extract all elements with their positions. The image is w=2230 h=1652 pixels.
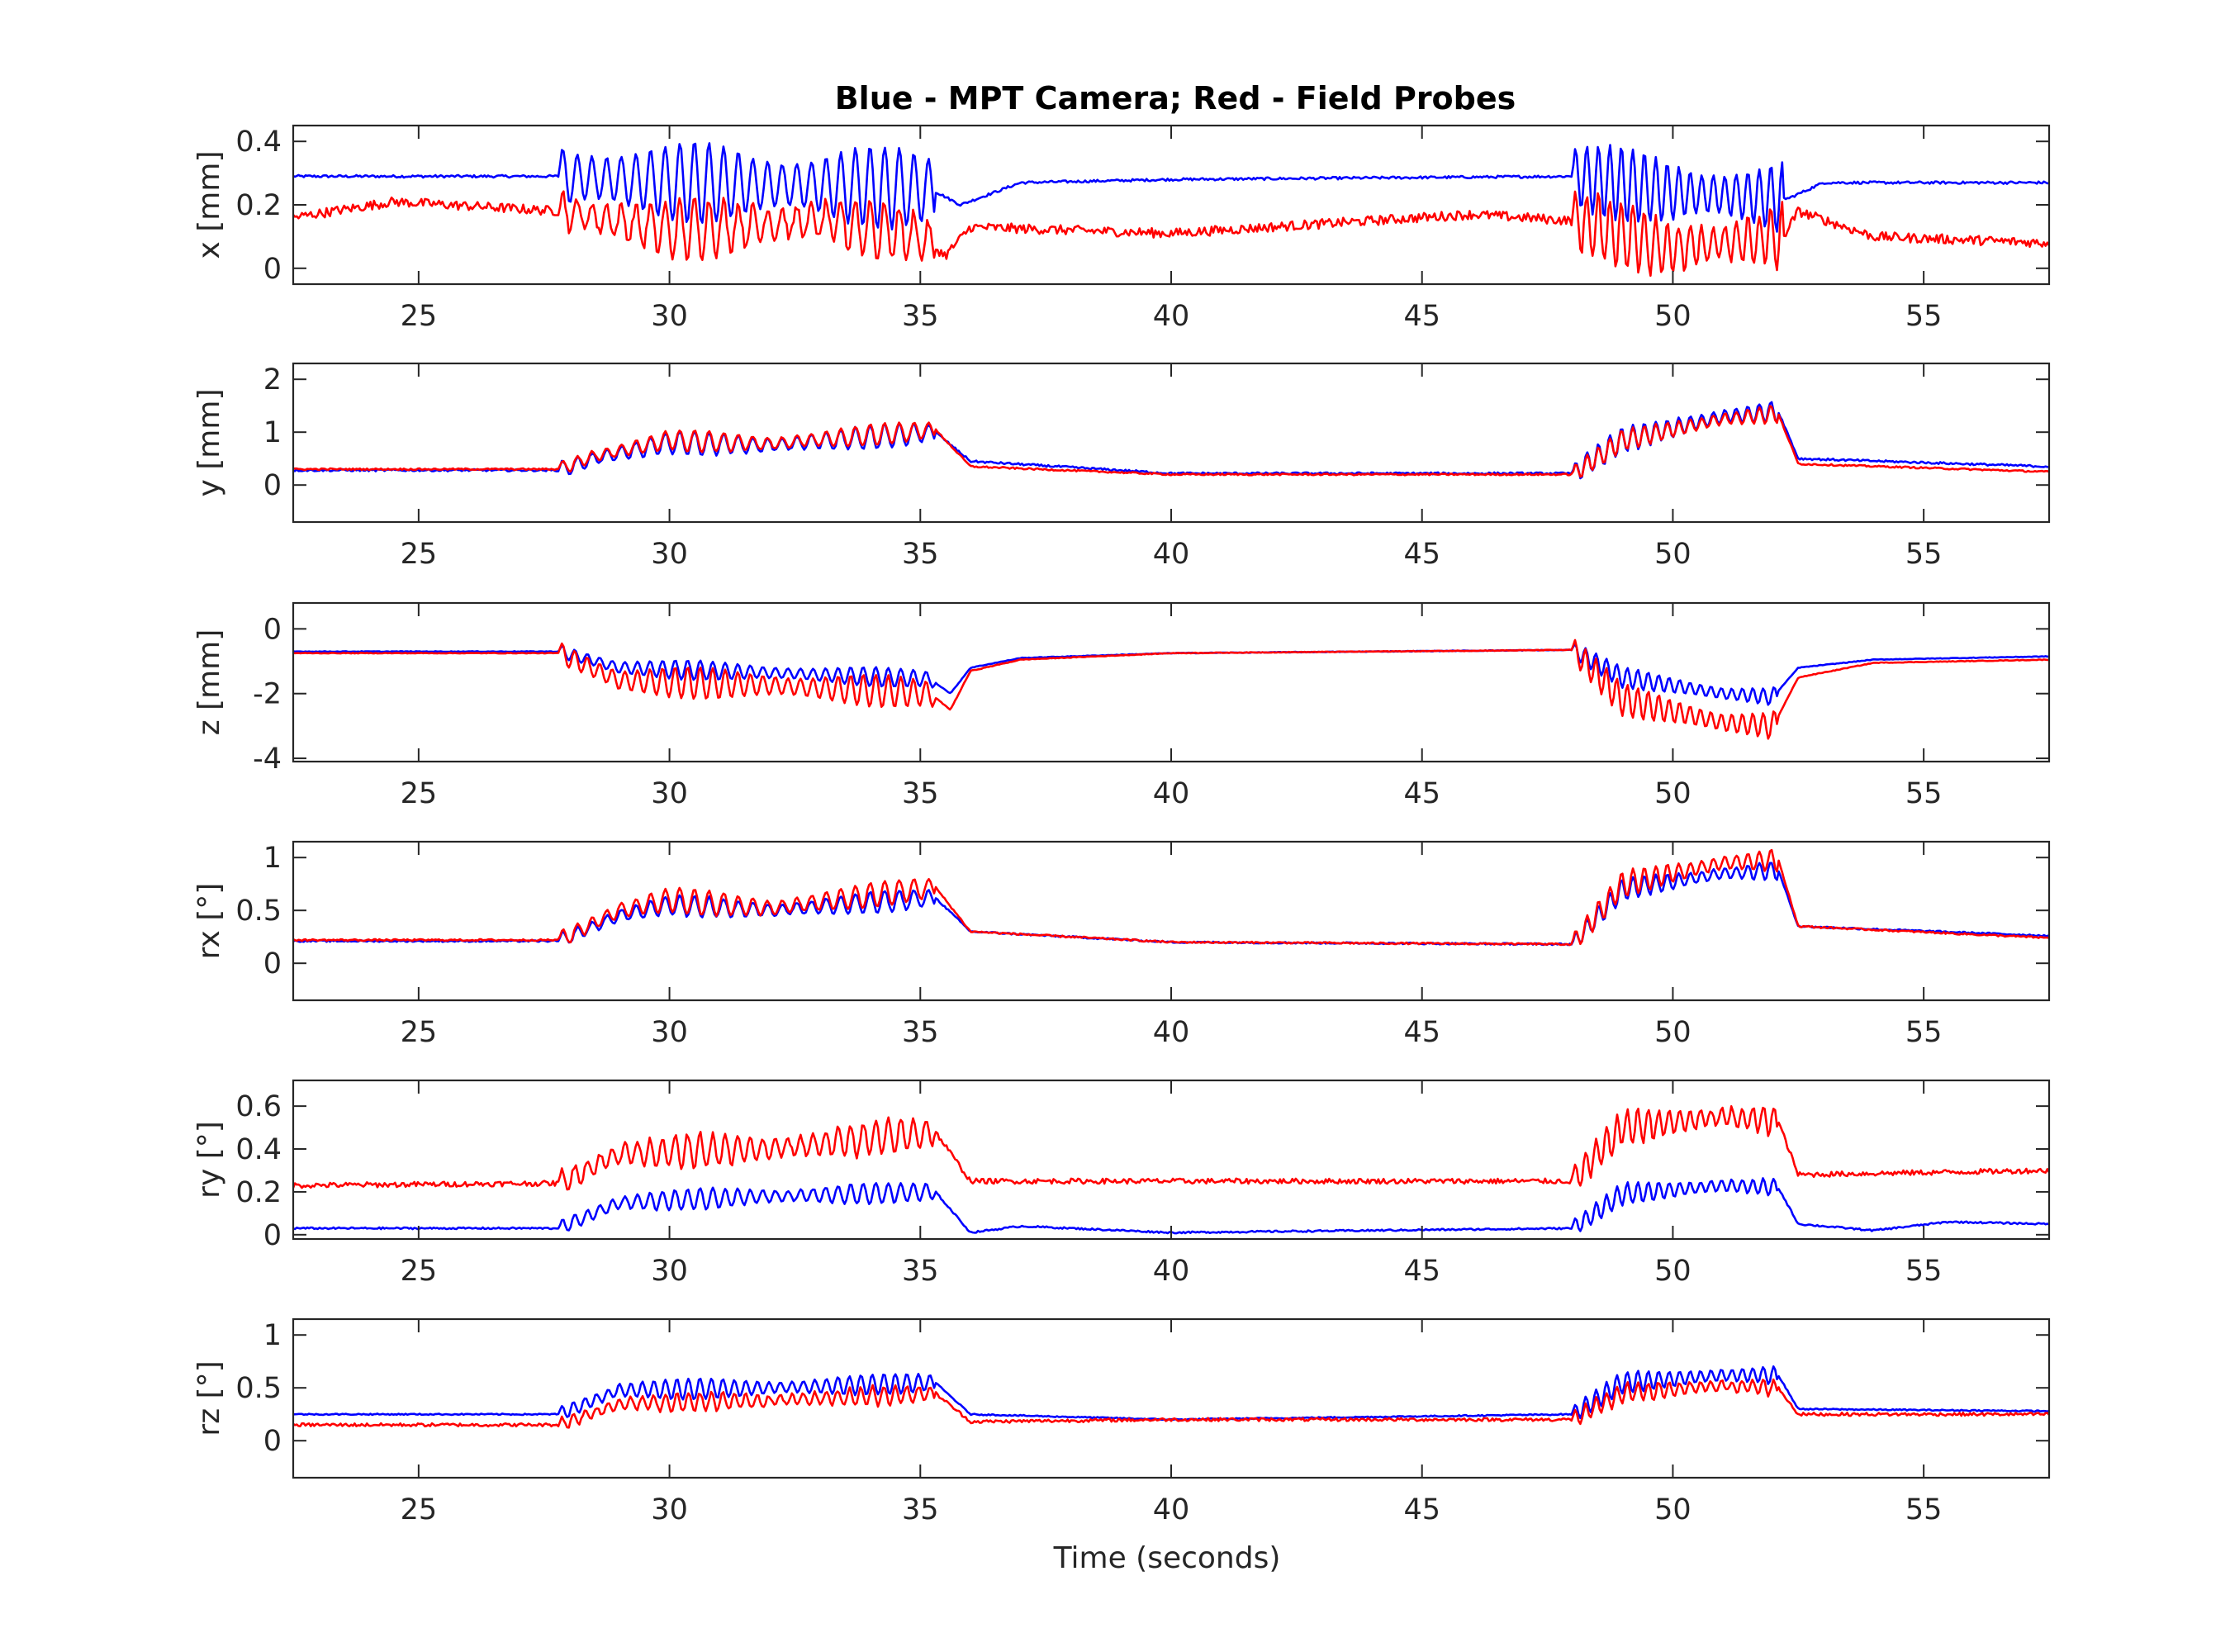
subplot-stack: 25 30 35 40 45 50 55 0 0.2 0.4 x [mm] 25 30 35 40 45 50 5… [192, 124, 2051, 1526]
x-tick-label: 30 [651, 1493, 688, 1526]
x-axis-label: Time (seconds) [1053, 1541, 1281, 1575]
y-tick-label: 1 [263, 416, 282, 449]
subplot-1: 25 30 35 40 45 50 55 0 0.2 0.4 x [mm] [192, 124, 2051, 333]
y-tick-label: 1 [263, 842, 282, 875]
y-tick-label: 1 [263, 1319, 282, 1352]
x-tick-label: 40 [1153, 1016, 1190, 1049]
y-axis-label: x [mm] [192, 151, 226, 259]
x-tick-label: 30 [651, 1016, 688, 1049]
subplot-3: 25 30 35 40 45 50 55 -4 -2 0 z [mm] [192, 601, 2051, 810]
x-tick-label: 50 [1654, 777, 1691, 810]
x-tick-label: 40 [1153, 777, 1190, 810]
x-tick-label: 50 [1654, 1016, 1691, 1049]
series-line-field-probes [293, 848, 2049, 947]
y-tick-label: 0 [263, 469, 282, 502]
x-tick-label: 30 [651, 538, 688, 571]
x-tick-label: 35 [902, 300, 939, 333]
y-axis-label: rz [°] [192, 1360, 226, 1436]
x-tick-label: 55 [1905, 1255, 1943, 1288]
x-tick-label: 30 [651, 1255, 688, 1288]
x-tick-label: 35 [902, 1493, 939, 1526]
x-tick-label: 25 [401, 1016, 438, 1049]
x-tick-label: 35 [902, 777, 939, 810]
x-tick-label: 35 [902, 538, 939, 571]
y-tick-label: 0.4 [235, 1133, 282, 1166]
y-axis-label: y [mm] [192, 389, 226, 497]
x-tick-label: 40 [1153, 1255, 1190, 1288]
y-tick-label: 0.6 [235, 1090, 282, 1123]
x-tick-label: 55 [1905, 1016, 1943, 1049]
y-tick-label: 0.2 [235, 189, 282, 222]
series-line-field-probes [293, 1105, 2049, 1191]
subplot-4: 25 30 35 40 45 50 55 0 0.5 1 rx [°] [192, 840, 2051, 1049]
y-tick-label: -4 [253, 743, 282, 776]
y-axis-label: z [mm] [192, 629, 226, 736]
y-tick-label: 0 [263, 1425, 282, 1458]
y-tick-label: 0.4 [235, 126, 282, 159]
x-tick-label: 50 [1654, 300, 1691, 333]
y-tick-label: 0 [263, 253, 282, 286]
x-tick-label: 25 [401, 777, 438, 810]
subplot-2: 25 30 35 40 45 50 55 0 1 2 y [mm] [192, 362, 2051, 571]
x-tick-label: 25 [401, 538, 438, 571]
y-axis-label: ry [°] [192, 1121, 226, 1199]
x-tick-label: 45 [1403, 1493, 1440, 1526]
y-tick-label: 0 [263, 613, 282, 646]
x-tick-label: 45 [1403, 777, 1440, 810]
series-line-mpt-camera [293, 1365, 2049, 1422]
x-tick-label: 30 [651, 300, 688, 333]
x-tick-label: 50 [1654, 1255, 1691, 1288]
x-tick-label: 35 [902, 1255, 939, 1288]
x-tick-label: 40 [1153, 300, 1190, 333]
x-tick-label: 45 [1403, 1016, 1440, 1049]
y-tick-label: 0.5 [235, 895, 282, 928]
x-tick-label: 40 [1153, 1493, 1190, 1526]
x-tick-label: 50 [1654, 1493, 1691, 1526]
x-tick-label: 55 [1905, 1493, 1943, 1526]
y-tick-label: -2 [253, 678, 282, 711]
y-tick-label: 2 [263, 363, 282, 396]
x-tick-label: 50 [1654, 538, 1691, 571]
series-line-field-probes [293, 638, 2049, 740]
x-tick-label: 40 [1153, 538, 1190, 571]
x-tick-label: 55 [1905, 777, 1943, 810]
y-axis-label: rx [°] [192, 883, 226, 960]
y-tick-label: 0 [263, 1219, 282, 1252]
x-tick-label: 25 [401, 300, 438, 333]
x-tick-label: 45 [1403, 1255, 1440, 1288]
x-tick-label: 55 [1905, 538, 1943, 571]
x-tick-label: 25 [401, 1493, 438, 1526]
chart-title: Blue - MPT Camera; Red - Field Probes [835, 80, 1516, 116]
x-tick-label: 45 [1403, 300, 1440, 333]
y-tick-label: 0.5 [235, 1372, 282, 1405]
x-tick-label: 55 [1905, 300, 1943, 333]
x-tick-label: 25 [401, 1255, 438, 1288]
y-tick-label: 0 [263, 947, 282, 980]
series-line-field-probes [293, 405, 2049, 478]
series-line-mpt-camera [293, 142, 2049, 233]
x-tick-label: 35 [902, 1016, 939, 1049]
x-tick-label: 45 [1403, 538, 1440, 571]
subplot-5: 25 30 35 40 45 50 55 0 0.2 0.4 0.6 ry [°] [192, 1079, 2051, 1288]
x-tick-label: 30 [651, 777, 688, 810]
y-tick-label: 0.2 [235, 1176, 282, 1209]
series-line-field-probes [293, 1378, 2049, 1429]
series-line-field-probes [293, 190, 2049, 278]
subplot-6: 25 30 35 40 45 50 55 0 0.5 1 rz [°] [192, 1317, 2051, 1526]
